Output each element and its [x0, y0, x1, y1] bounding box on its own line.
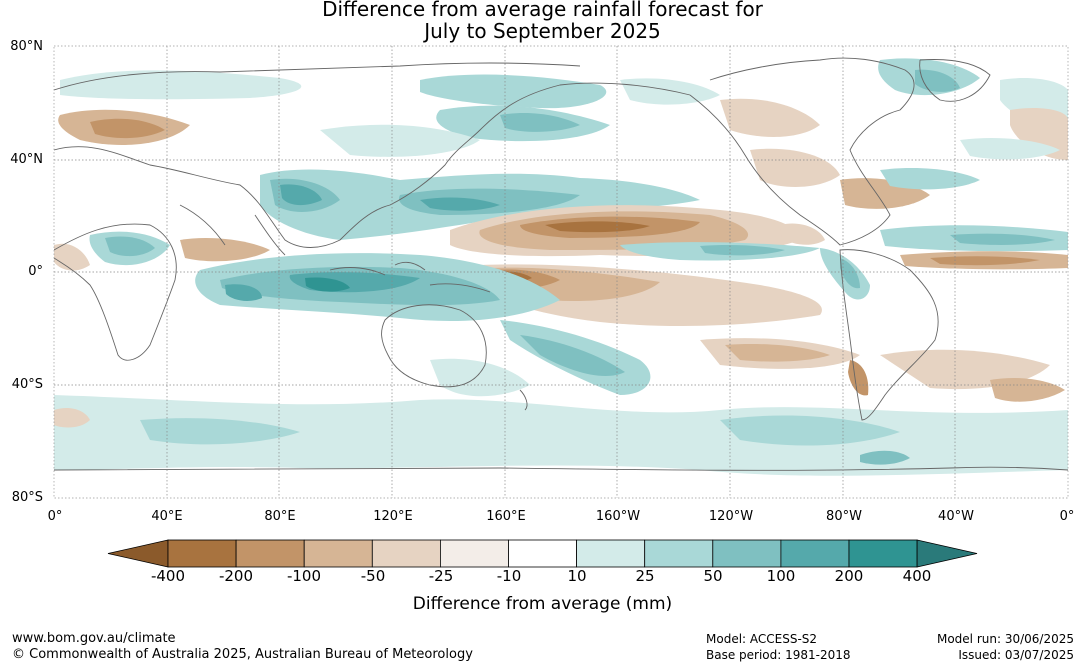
colorbar-tick: -25 — [428, 567, 454, 585]
colorbar-tick: -100 — [286, 567, 322, 585]
lat-label-80n: 80°N — [10, 39, 43, 54]
colorbar-swatch — [235, 539, 305, 568]
southern-ocean-wet-band — [54, 395, 1068, 476]
issued-date: Issued: 03/07/2025 — [958, 648, 1074, 662]
lon-label-80e: 80°E — [264, 509, 296, 524]
lon-label-160w: 160°W — [595, 509, 641, 524]
colorbar-swatch — [780, 539, 850, 568]
map-frame — [53, 45, 1069, 499]
colorbar-tick: -50 — [360, 567, 386, 585]
base-period: Base period: 1981-2018 — [706, 648, 851, 662]
colorbar-swatch — [167, 539, 237, 568]
colorbar-extend-high — [916, 539, 978, 568]
colorbar-tick: 25 — [635, 567, 655, 585]
lat-label-40n: 40°N — [10, 152, 43, 167]
colorbar-tick: 100 — [766, 567, 796, 585]
colorbar-tick: -200 — [218, 567, 254, 585]
colorbar-tick: -10 — [496, 567, 522, 585]
lon-label-40e: 40°E — [151, 509, 183, 524]
colorbar-title: Difference from average (mm) — [412, 594, 673, 614]
model-name: Model: ACCESS-S2 — [706, 632, 818, 646]
colorbar-tick: 10 — [567, 567, 587, 585]
gridlines — [54, 46, 1068, 498]
colorbar-swatch — [439, 539, 509, 568]
lon-label-0-left: 0° — [47, 509, 63, 524]
lat-label-40s: 40°S — [11, 377, 43, 392]
website-link[interactable]: www.bom.gov.au/climate — [12, 631, 176, 646]
colorbar-swatch — [712, 539, 782, 568]
anomaly-field — [54, 46, 1068, 498]
lon-label-80w: 80°W — [826, 509, 862, 524]
copyright-text: © Commonwealth of Australia 2025, Austra… — [12, 647, 473, 662]
colorbar-swatch — [371, 539, 441, 568]
colorbar-tick: -400 — [150, 567, 186, 585]
colorbar — [107, 539, 978, 568]
map-title-line1: Difference from average rainfall forecas… — [322, 0, 763, 21]
coastlines — [54, 57, 1068, 471]
colorbar-swatch — [848, 539, 918, 568]
colorbar-tick: 400 — [902, 567, 932, 585]
lon-label-160e: 160°E — [486, 509, 526, 524]
lon-label-120e: 120°E — [373, 509, 413, 524]
model-run: Model run: 30/06/2025 — [936, 632, 1074, 646]
lon-label-0-right: 0° — [1059, 509, 1075, 524]
lat-label-80s: 80°S — [11, 490, 43, 505]
colorbar-tick: 200 — [834, 567, 864, 585]
colorbar-swatch — [644, 539, 714, 568]
colorbar-swatch — [576, 539, 646, 568]
colorbar-extend-low — [107, 539, 169, 568]
map-title-line2: July to September 2025 — [424, 19, 661, 43]
lon-label-120w: 120°W — [708, 509, 754, 524]
colorbar-swatch — [303, 539, 373, 568]
lon-label-40w: 40°W — [938, 509, 974, 524]
colorbar-swatch — [508, 539, 577, 568]
lat-label-0: 0° — [28, 264, 43, 279]
colorbar-tick: 50 — [703, 567, 723, 585]
